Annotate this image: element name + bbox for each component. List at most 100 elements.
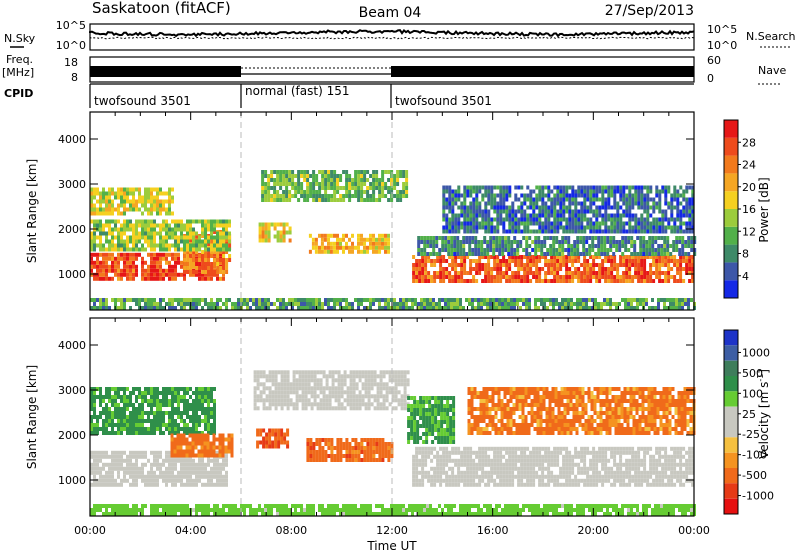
heatmap-cell: [225, 227, 228, 232]
heatmap-cell: [363, 170, 367, 174]
heatmap-cell: [147, 478, 150, 483]
heatmap-cell: [534, 302, 537, 306]
heatmap-cell: [609, 302, 612, 306]
heatmap-cell: [192, 254, 196, 258]
heatmap-cell: [684, 252, 688, 256]
heatmap-cell: [366, 170, 370, 174]
heatmap-cell: [486, 244, 490, 248]
heatmap-cell: [279, 234, 283, 239]
heatmap-cell: [535, 229, 539, 234]
heatmap-cell: [262, 428, 266, 433]
heatmap-cell: [156, 474, 159, 479]
heatmap-cell: [159, 227, 162, 232]
heatmap-cell: [210, 219, 213, 224]
heatmap-cell: [268, 444, 272, 449]
heatmap-cell: [162, 387, 165, 391]
heatmap-cell: [330, 198, 334, 202]
heatmap-cell: [325, 398, 329, 403]
heatmap-cell: [484, 225, 488, 230]
heatmap-cell: [111, 478, 114, 483]
heatmap-cell: [262, 374, 266, 379]
heatmap-cell: [171, 474, 174, 479]
heatmap-cell: [618, 248, 622, 252]
heatmap-cell: [634, 201, 638, 206]
heatmap-cell: [354, 450, 358, 454]
heatmap-cell: [273, 194, 277, 198]
heatmap-cell: [468, 302, 471, 306]
heatmap-cell: [288, 226, 292, 231]
heatmap-cell: [693, 240, 697, 244]
heatmap-cell: [153, 199, 156, 204]
heatmap-cell: [646, 275, 650, 279]
heatmap-cell: [460, 255, 464, 259]
heatmap-cell: [117, 403, 120, 407]
heatmap-cell: [543, 252, 547, 256]
heatmap-cell: [126, 247, 129, 252]
heatmap-cell: [408, 298, 411, 302]
heatmap-cell: [201, 407, 204, 411]
heatmap-cell: [189, 270, 193, 274]
power-heatmap-cells: [90, 170, 697, 310]
heatmap-cell: [280, 394, 284, 399]
heatmap-cell: [619, 189, 623, 194]
heatmap-cell: [615, 248, 619, 252]
heatmap-cell: [256, 428, 260, 433]
heatmap-cell: [489, 306, 492, 310]
heatmap-cell: [627, 236, 631, 240]
heatmap-cell: [630, 240, 634, 244]
heatmap-cell: [532, 217, 536, 222]
heatmap-cell: [381, 182, 385, 186]
heatmap-cell: [547, 259, 551, 263]
heatmap-cell: [582, 240, 586, 244]
heatmap-cell: [111, 450, 114, 455]
heatmap-cell: [162, 207, 165, 212]
heatmap-cell: [216, 466, 219, 471]
heatmap-cell: [616, 201, 620, 206]
heatmap-cell: [505, 263, 509, 267]
heatmap-cell: [399, 198, 403, 202]
heatmap-cell: [96, 264, 99, 269]
heatmap-cell: [381, 186, 385, 190]
heatmap-cell: [460, 271, 464, 275]
heatmap-cell: [631, 213, 635, 218]
heatmap-cell: [637, 279, 641, 283]
heatmap-cell: [592, 271, 596, 275]
heatmap-cell: [102, 231, 105, 236]
heatmap-cell: [360, 170, 364, 174]
heatmap-cell: [405, 170, 409, 174]
heatmap-cell: [648, 240, 652, 244]
heatmap-cell: [618, 244, 622, 248]
heatmap-cell: [132, 239, 135, 244]
heatmap-cell: [90, 187, 93, 192]
heatmap-cell: [105, 427, 108, 431]
heatmap-cell: [195, 298, 198, 302]
heatmap-cell: [351, 178, 355, 182]
heatmap-cell: [213, 230, 217, 234]
heatmap-cell: [189, 427, 192, 431]
heatmap-cell: [180, 395, 183, 399]
heatmap-cell: [495, 302, 498, 306]
heatmap-cell: [357, 170, 361, 174]
heatmap-cell: [117, 411, 120, 415]
heatmap-cell: [102, 276, 105, 281]
heatmap-cell: [613, 279, 617, 283]
heatmap-cell: [271, 382, 275, 387]
heatmap-cell: [123, 427, 126, 431]
heatmap-cell: [499, 193, 503, 198]
heatmap-cell: [345, 446, 349, 450]
heatmap-cell: [135, 302, 138, 306]
heatmap-cell: [201, 258, 205, 262]
heatmap-cell: [381, 454, 385, 458]
heatmap-cell: [516, 252, 520, 256]
heatmap-cell: [156, 403, 159, 407]
heatmap-cell: [660, 252, 664, 256]
heatmap-cell: [111, 482, 114, 487]
heatmap-cell: [150, 231, 153, 236]
heatmap-cell: [210, 478, 213, 483]
heatmap-cell: [438, 248, 442, 252]
heatmap-cell: [328, 402, 332, 407]
heatmap-cell: [574, 193, 578, 198]
heatmap-cell: [351, 302, 354, 306]
heatmap-cell: [520, 217, 524, 222]
heatmap-cell: [634, 193, 638, 198]
